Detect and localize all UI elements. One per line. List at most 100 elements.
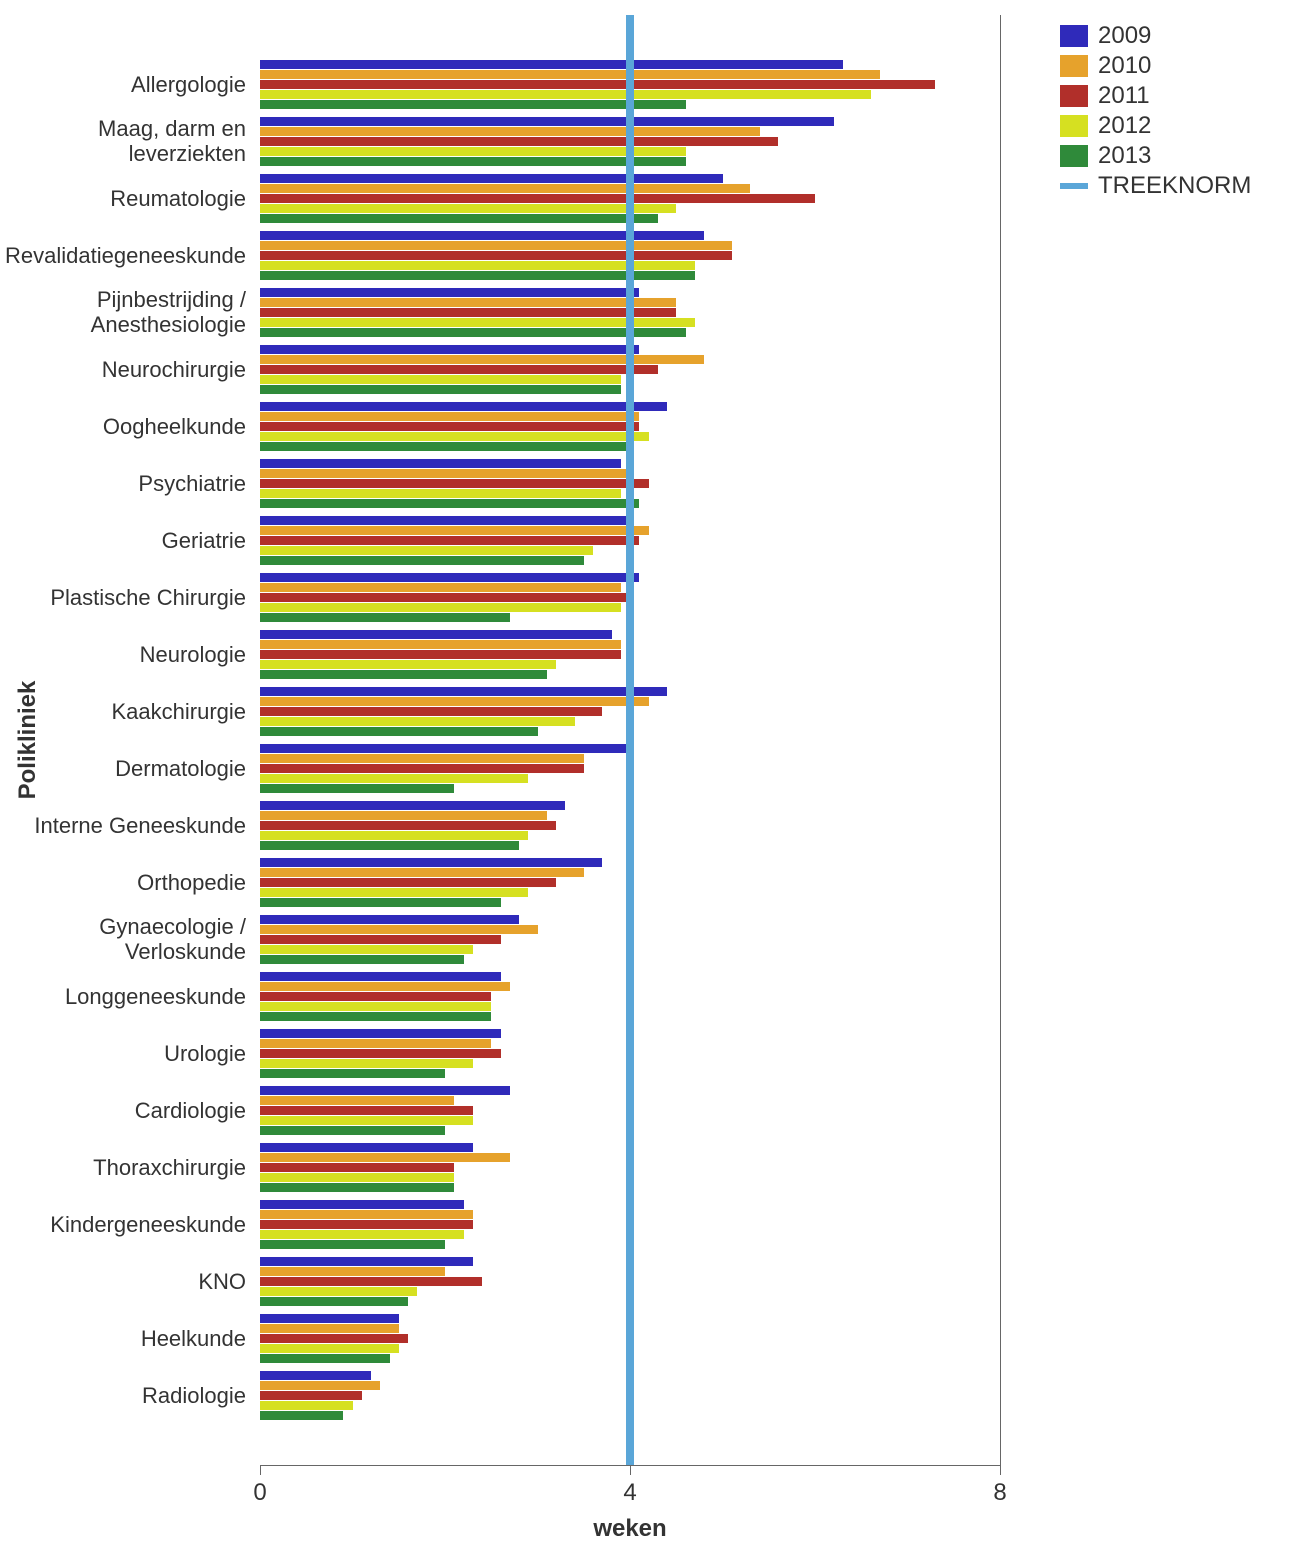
bar <box>260 251 732 260</box>
legend-label: 2013 <box>1098 142 1151 170</box>
x-tick-label: 4 <box>623 1479 636 1507</box>
bar <box>260 328 686 337</box>
bar <box>260 1324 399 1333</box>
legend-swatch <box>1060 115 1088 137</box>
bar <box>260 1200 464 1209</box>
bar <box>260 727 538 736</box>
legend-line-icon <box>1060 183 1088 189</box>
bar <box>260 603 621 612</box>
legend-swatch <box>1060 25 1088 47</box>
bar <box>260 137 778 146</box>
bar <box>260 479 649 488</box>
bar <box>260 992 491 1001</box>
bar <box>260 858 602 867</box>
y-category-label: KNO <box>0 1269 246 1294</box>
bar <box>260 1220 473 1229</box>
bar <box>260 1069 445 1078</box>
y-category-label: Oogheelkunde <box>0 414 246 439</box>
bar <box>260 868 584 877</box>
bar <box>260 811 547 820</box>
y-category-label: Maag, darm en leverziekten <box>0 116 246 167</box>
bar <box>260 117 834 126</box>
bar <box>260 1143 473 1152</box>
bar <box>260 516 630 525</box>
bar <box>260 1029 501 1038</box>
bar <box>260 774 528 783</box>
bar <box>260 127 760 136</box>
bar <box>260 536 639 545</box>
bar <box>260 1210 473 1219</box>
bar <box>260 147 686 156</box>
bar <box>260 801 565 810</box>
bar <box>260 1354 390 1363</box>
bar <box>260 365 658 374</box>
bar <box>260 1126 445 1135</box>
y-category-label: Heelkunde <box>0 1326 246 1351</box>
plot-area <box>260 15 1000 1465</box>
bar <box>260 1371 371 1380</box>
bar <box>260 1002 491 1011</box>
bar <box>260 744 630 753</box>
legend-label: 2012 <box>1098 112 1151 140</box>
bar <box>260 1381 380 1390</box>
bar <box>260 1297 408 1306</box>
y-category-label: Neurochirurgie <box>0 357 246 382</box>
bar <box>260 422 639 431</box>
plot-right-border <box>1000 15 1001 1465</box>
bar <box>260 1257 473 1266</box>
bar <box>260 1267 445 1276</box>
bar <box>260 878 556 887</box>
y-category-label: Allergologie <box>0 72 246 97</box>
bar <box>260 831 528 840</box>
bar <box>260 345 639 354</box>
legend-label: 2011 <box>1098 82 1150 110</box>
bar <box>260 1183 454 1192</box>
y-category-label: Geriatrie <box>0 528 246 553</box>
legend-swatch <box>1060 55 1088 77</box>
bar <box>260 459 621 468</box>
bar <box>260 945 473 954</box>
bar <box>260 687 667 696</box>
legend-item: 2009 <box>1060 22 1251 50</box>
bar <box>260 888 528 897</box>
bar <box>260 1086 510 1095</box>
legend-item: 2010 <box>1060 52 1251 80</box>
legend-label: 2010 <box>1098 52 1151 80</box>
bar <box>260 630 612 639</box>
bar <box>260 660 556 669</box>
x-axis-title: weken <box>593 1515 666 1543</box>
y-category-label: Kindergeneeskunde <box>0 1212 246 1237</box>
x-tick-label: 0 <box>253 1479 266 1507</box>
bar <box>260 640 621 649</box>
y-category-label: Pijnbestrijding / Anesthesiologie <box>0 287 246 338</box>
bar <box>260 214 658 223</box>
bar <box>260 355 704 364</box>
bar <box>260 982 510 991</box>
y-category-label: Gynaecologie / Verloskunde <box>0 914 246 965</box>
bar <box>260 935 501 944</box>
bar <box>260 925 538 934</box>
y-category-label: Reumatologie <box>0 186 246 211</box>
bar <box>260 1012 491 1021</box>
bar <box>260 1230 464 1239</box>
bar <box>260 402 667 411</box>
bar <box>260 1059 473 1068</box>
bar <box>260 1240 445 1249</box>
x-tick-label: 8 <box>993 1479 1006 1507</box>
y-category-label: Revalidatiegeneeskunde <box>0 243 246 268</box>
y-category-label: Urologie <box>0 1041 246 1066</box>
bar <box>260 1153 510 1162</box>
legend-label: TREEKNORM <box>1098 172 1251 200</box>
bar <box>260 764 584 773</box>
bar <box>260 1173 454 1182</box>
bar <box>260 204 676 213</box>
y-category-label: Interne Geneeskunde <box>0 813 246 838</box>
bar <box>260 972 501 981</box>
bar <box>260 469 630 478</box>
bar <box>260 1401 353 1410</box>
bar <box>260 1344 399 1353</box>
bar <box>260 231 704 240</box>
y-category-label: Neurologie <box>0 642 246 667</box>
bar <box>260 375 621 384</box>
x-tick <box>1000 1465 1001 1475</box>
